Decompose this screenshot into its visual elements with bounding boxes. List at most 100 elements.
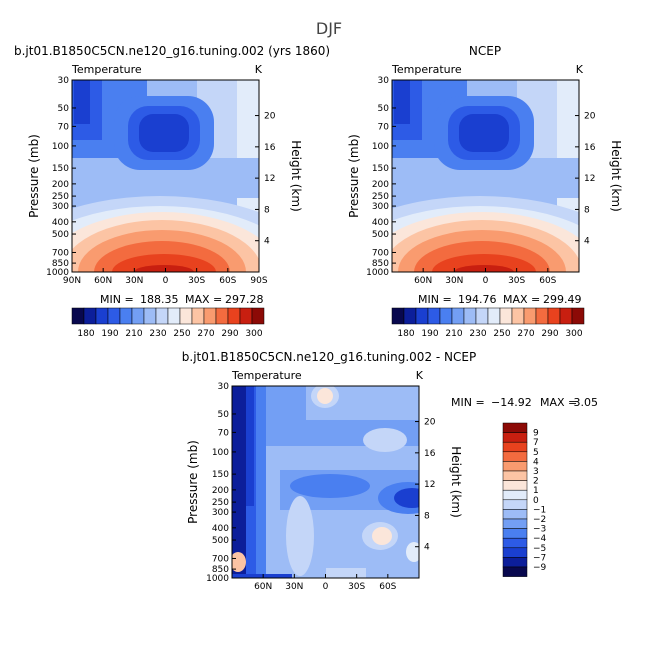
y-right-tick-label: 20 xyxy=(424,418,436,428)
y-tick-label: 300 xyxy=(372,202,389,212)
panel-ncep-ylabel: Pressure (mb) xyxy=(347,134,361,218)
y-tick-label: 30 xyxy=(58,76,70,86)
colorbar-swatch xyxy=(571,307,585,325)
colorbar-swatch xyxy=(502,547,528,558)
panel-ncep-min-label: MIN = xyxy=(418,293,452,306)
colorbar-swatch xyxy=(559,307,573,325)
y-tick-label: 100 xyxy=(52,142,69,152)
y-tick-label: 200 xyxy=(212,486,229,496)
x-tick-label: 60N xyxy=(94,276,112,286)
colorbar-label: 5 xyxy=(533,448,539,458)
colorbar-swatch xyxy=(391,307,405,325)
y-right-tick-label: 16 xyxy=(584,143,596,153)
y-tick-label: 1000 xyxy=(206,574,229,584)
panel-model-subtitle: Temperature xyxy=(71,63,142,76)
colorbar-swatch xyxy=(502,432,528,443)
x-tick-label: 30S xyxy=(188,276,205,286)
colorbar-label: 180 xyxy=(77,329,94,339)
colorbar-swatch xyxy=(251,307,265,325)
panel-model-field xyxy=(72,80,259,272)
panel-model-min-label: MIN = xyxy=(100,293,134,306)
colorbar-swatch xyxy=(227,307,241,325)
colorbar-swatch xyxy=(502,470,528,481)
panel-ncep-subtitle: Temperature xyxy=(391,63,462,76)
colorbar-label: −2 xyxy=(533,515,546,525)
colorbar-label: 270 xyxy=(517,329,534,339)
panel-model-unit: K xyxy=(255,63,263,76)
colorbar-label: 2 xyxy=(533,477,539,487)
colorbar-swatch xyxy=(239,307,253,325)
x-tick-label: 0 xyxy=(163,276,169,286)
panel-diff-subtitle: Temperature xyxy=(231,369,302,382)
y-right-tick-label: 4 xyxy=(584,237,590,247)
y-tick-label: 700 xyxy=(372,248,389,258)
y-tick-label: 500 xyxy=(372,230,389,240)
colorbar-label: −3 xyxy=(533,525,546,535)
y-tick-label: 50 xyxy=(218,410,230,420)
colorbar-label: 250 xyxy=(493,329,510,339)
y-right-tick-label: 8 xyxy=(584,205,590,215)
colorbar-swatch xyxy=(502,537,528,549)
panel-model-ylabel: Pressure (mb) xyxy=(27,134,41,218)
colorbar-label: 0 xyxy=(533,496,539,506)
panel-ncep-colorbar: 180 190 210 230 250 270 290 300 xyxy=(391,307,585,339)
y-right-tick-label: 20 xyxy=(584,112,596,122)
y-right-tick-label: 12 xyxy=(584,174,595,184)
x-tick-label: 30S xyxy=(348,582,365,592)
colorbar-label: 210 xyxy=(445,329,462,339)
colorbar-swatch xyxy=(502,441,528,453)
y-tick-label: 100 xyxy=(372,142,389,152)
colorbar-label: −4 xyxy=(533,534,547,544)
y-tick-label: 250 xyxy=(372,192,389,202)
colorbar-swatch xyxy=(403,307,417,325)
colorbar-swatch xyxy=(155,307,169,325)
colorbar-swatch xyxy=(502,518,528,529)
colorbar-swatch xyxy=(502,566,528,577)
y-tick-label: 250 xyxy=(52,192,69,202)
panel-diff-max-value: 3.05 xyxy=(574,396,599,409)
y-right-tick-label: 4 xyxy=(264,237,270,247)
colorbar-swatch xyxy=(502,509,528,520)
y-right-tick-label: 16 xyxy=(264,143,276,153)
y-tick-label: 500 xyxy=(52,230,69,240)
y-tick-label: 250 xyxy=(212,498,229,508)
figure-title: DJF xyxy=(316,19,342,38)
colorbar-swatch xyxy=(535,307,549,325)
colorbar-swatch xyxy=(119,307,133,325)
panel-ncep: NCEP Temperature K 305070100150200250300… xyxy=(347,44,623,339)
colorbar-swatch xyxy=(415,307,429,325)
panel-ncep-max-value: 299.49 xyxy=(543,293,582,306)
colorbar-swatch xyxy=(107,307,121,325)
colorbar-swatch xyxy=(502,528,528,539)
panel-diff-ylabel-right: Height (km) xyxy=(449,446,463,517)
panel-diff-title: b.jt01.B1850C5CN.ne120_g16.tuning.002 - … xyxy=(182,350,476,364)
y-right-tick-label: 4 xyxy=(424,543,430,553)
panel-model-title: b.jt01.B1850C5CN.ne120_g16.tuning.002 (y… xyxy=(14,44,330,58)
panel-ncep-min-value: 194.76 xyxy=(458,293,497,306)
x-tick-label: 0 xyxy=(323,582,329,592)
x-tick-label: 60S xyxy=(539,276,556,286)
panel-ncep-field xyxy=(392,80,579,272)
colorbar-label: 7 xyxy=(533,438,539,448)
colorbar-label: 1 xyxy=(533,486,539,496)
colorbar-swatch xyxy=(502,422,528,433)
panel-ncep-ylabel-right: Height (km) xyxy=(609,140,623,211)
colorbar-label: 190 xyxy=(421,329,438,339)
x-tick-label: 60S xyxy=(219,276,236,286)
panel-model-min-value: 188.35 xyxy=(140,293,179,306)
colorbar-label: −7 xyxy=(533,553,546,563)
colorbar-label: 270 xyxy=(197,329,214,339)
y-tick-label: 400 xyxy=(52,218,69,228)
y-tick-label: 200 xyxy=(52,180,69,190)
y-right-tick-label: 8 xyxy=(264,205,270,215)
x-tick-label: 0 xyxy=(483,276,489,286)
colorbar-label: −5 xyxy=(533,544,546,554)
colorbar-label: 300 xyxy=(565,329,582,339)
y-tick-label: 400 xyxy=(372,218,389,228)
x-tick-label: 30N xyxy=(285,582,303,592)
colorbar-swatch xyxy=(83,307,97,325)
x-tick-label: 30S xyxy=(508,276,525,286)
panel-model: b.jt01.B1850C5CN.ne120_g16.tuning.002 (y… xyxy=(14,44,330,339)
y-tick-label: 30 xyxy=(218,382,230,392)
